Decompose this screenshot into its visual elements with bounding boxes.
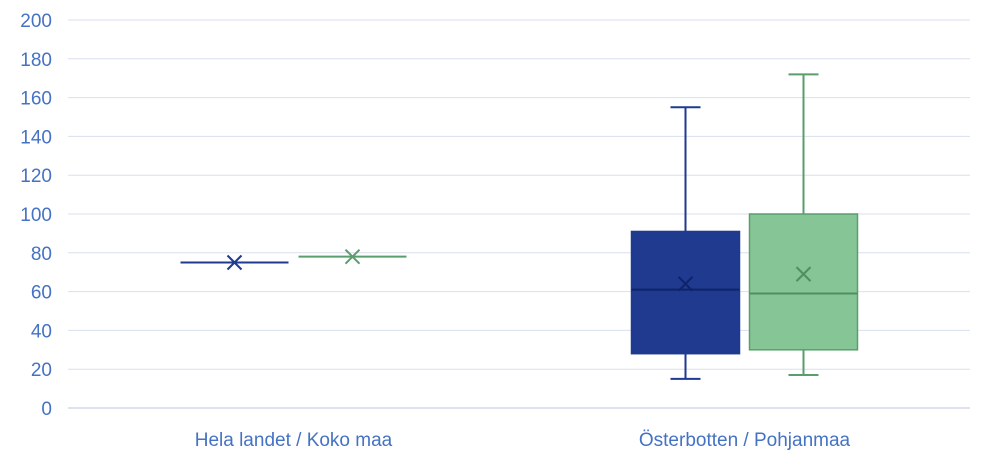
mean-marker xyxy=(677,276,694,292)
plot-area xyxy=(180,73,859,380)
y-axis-tick-labels: 0 20 40 60 80 100 120 140 160 180 200 xyxy=(20,11,52,420)
y-tick-label: 140 xyxy=(20,127,52,148)
mean-marker xyxy=(226,254,243,271)
y-tick-label: 40 xyxy=(31,321,52,342)
mean-marker xyxy=(795,266,812,282)
box-group xyxy=(748,73,859,377)
y-tick-label: 0 xyxy=(41,399,52,420)
y-tick-label: 160 xyxy=(20,89,52,110)
y-tick-label: 60 xyxy=(31,283,52,304)
box-group xyxy=(180,254,289,271)
box xyxy=(630,230,741,355)
box-group xyxy=(298,248,407,265)
box-group xyxy=(630,106,741,380)
y-tick-label: 180 xyxy=(20,50,52,71)
box xyxy=(748,213,859,351)
y-tick-label: 20 xyxy=(31,360,52,381)
y-tick-label: 100 xyxy=(20,205,52,226)
x-category-label: Hela landet / Koko maa xyxy=(195,430,393,451)
x-category-label: Österbotten / Pohjanmaa xyxy=(639,430,851,451)
y-tick-label: 80 xyxy=(31,244,52,265)
y-tick-label: 200 xyxy=(20,11,52,32)
y-tick-label: 120 xyxy=(20,166,52,187)
gridlines xyxy=(68,19,970,409)
x-axis-category-labels: Hela landet / Koko maa Österbotten / Pohj… xyxy=(195,430,851,451)
mean-marker xyxy=(344,248,361,265)
